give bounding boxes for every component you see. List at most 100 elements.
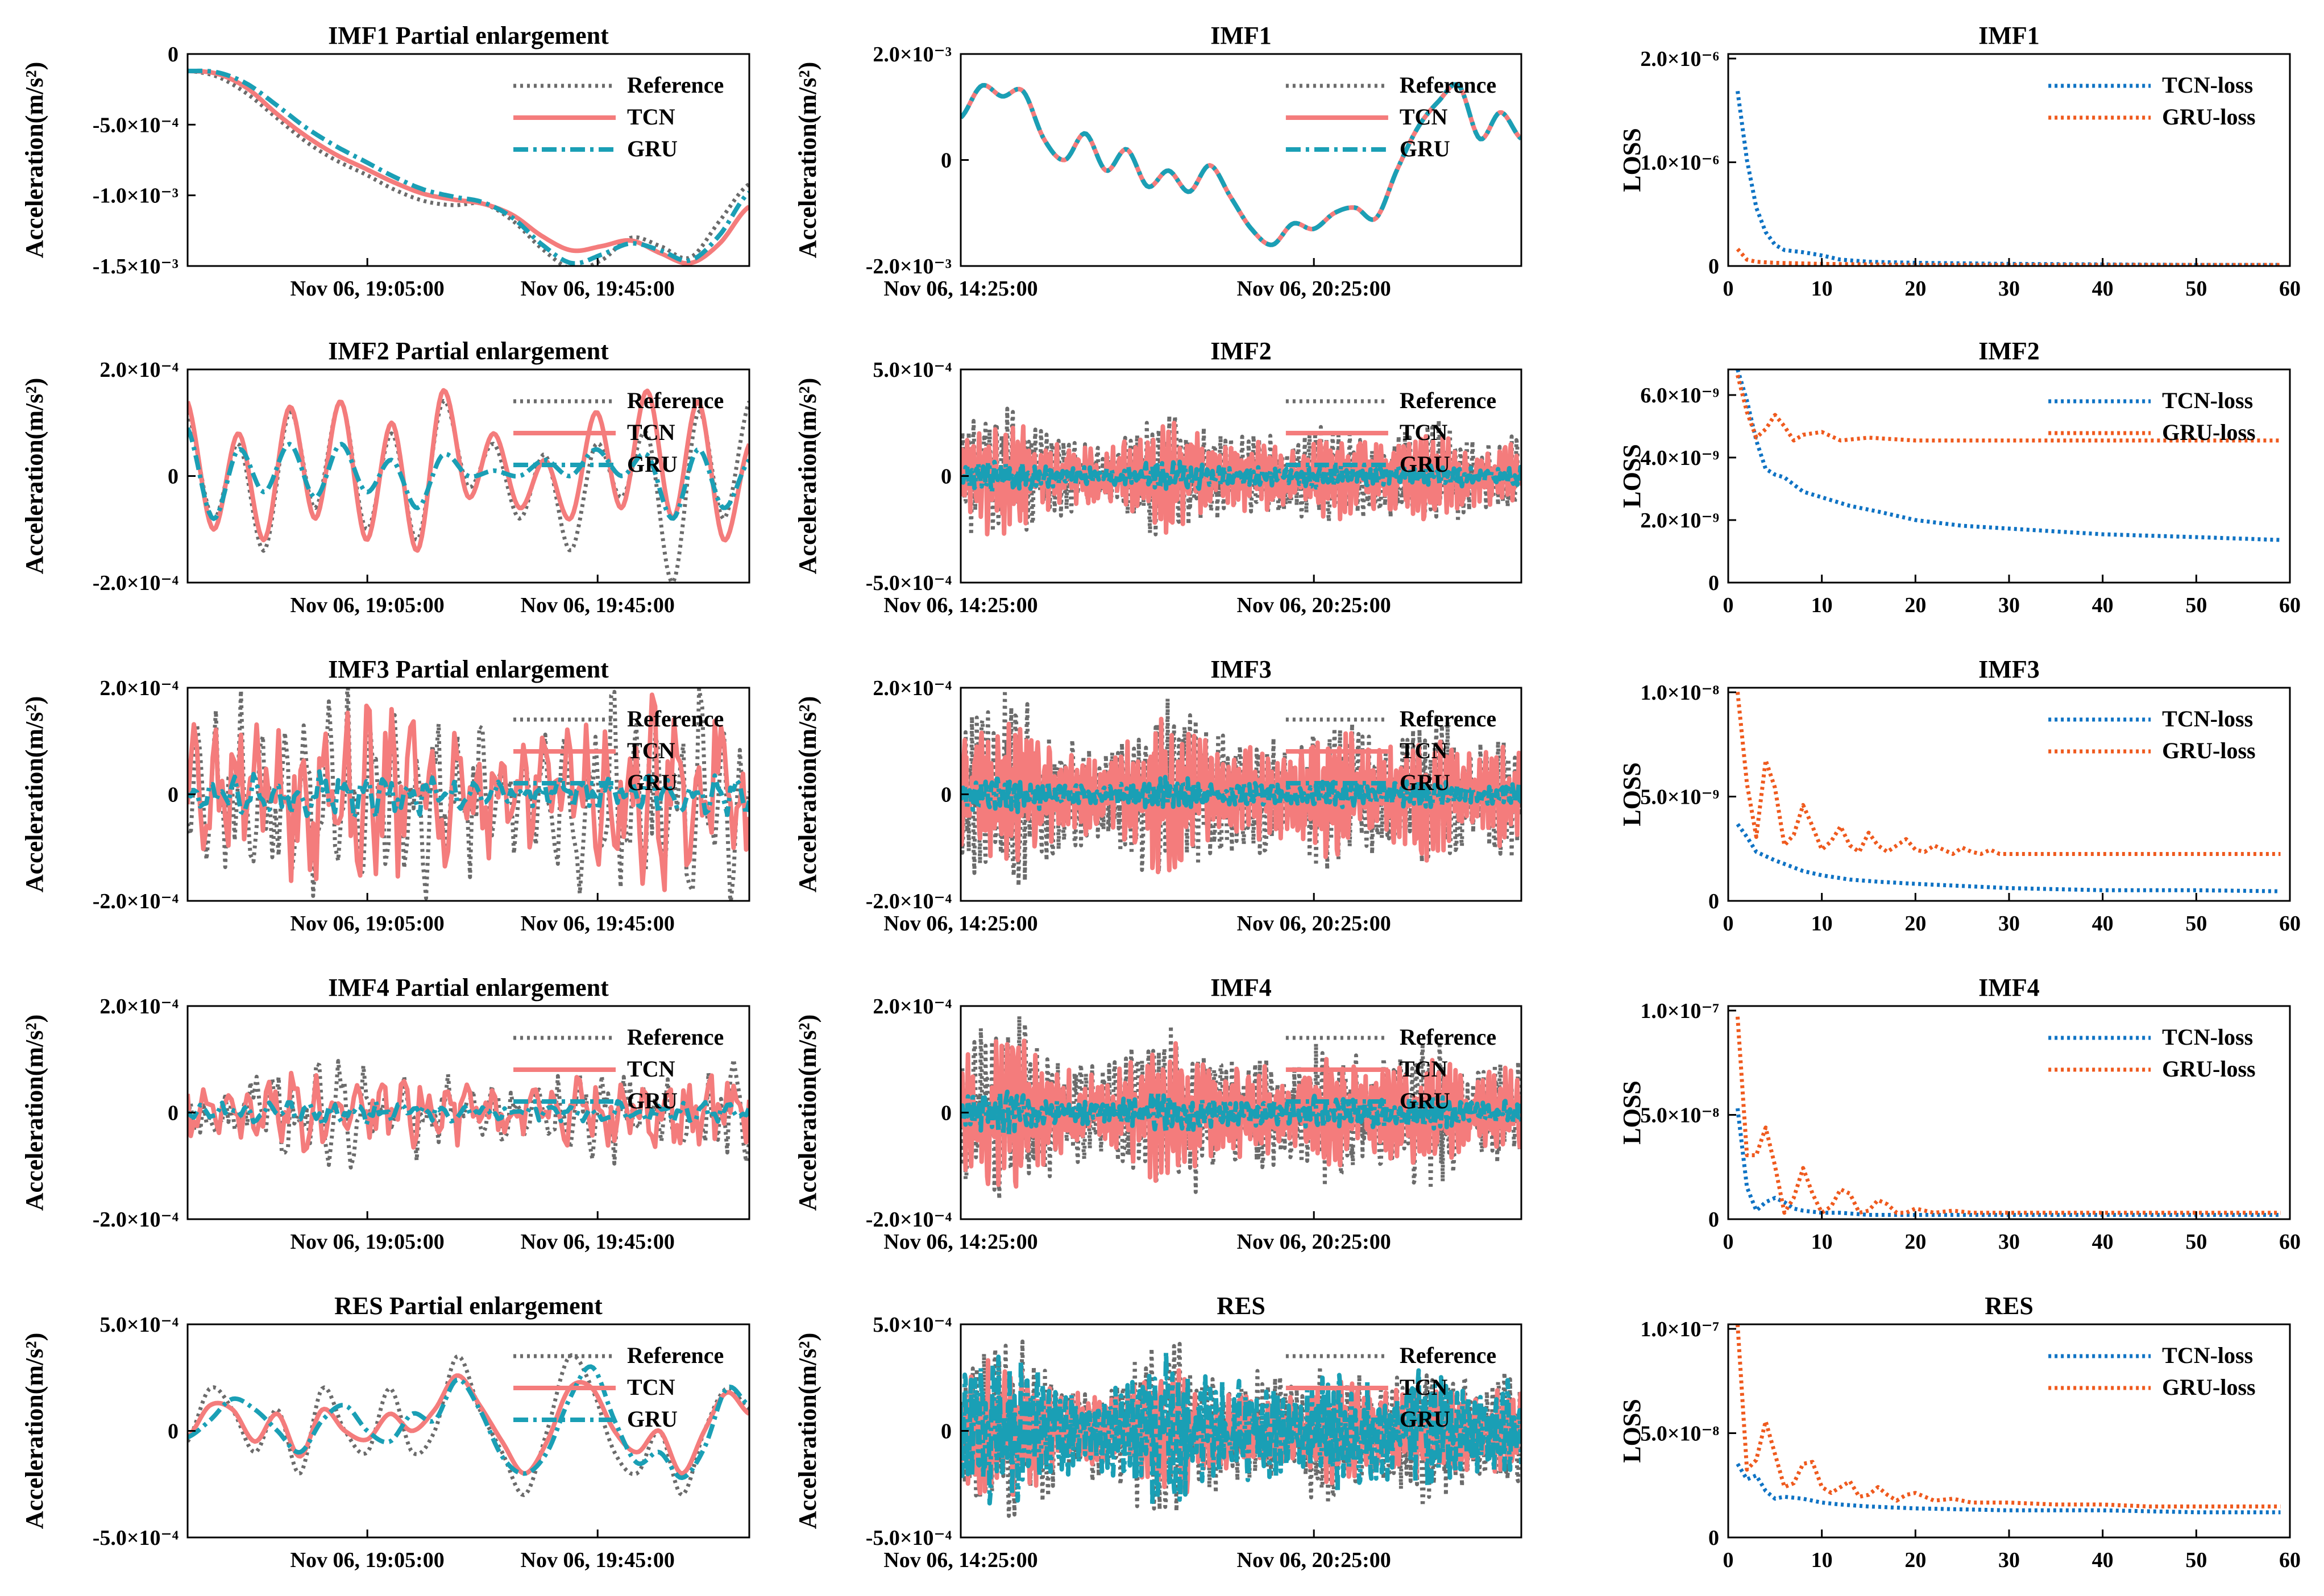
legend: Reference TCN GRU xyxy=(513,706,724,795)
legend: TCN-loss GRU-loss xyxy=(2048,1024,2256,1082)
y-tick-label: 5.0×10⁻⁸ xyxy=(1640,1104,1719,1128)
series-group xyxy=(1736,1324,2281,1515)
chart-title: RES xyxy=(1985,1292,2034,1320)
y-tick-label: 0 xyxy=(168,783,179,807)
series-line-reference xyxy=(188,69,749,266)
x-tick-label: Nov 06, 19:45:00 xyxy=(521,912,675,936)
series-group xyxy=(961,688,1521,888)
legend: Reference TCN GRU xyxy=(1285,1343,1496,1432)
chart-title: IMF3 xyxy=(1978,655,2040,683)
y-axis-label: LOSS xyxy=(1618,444,1646,508)
x-tick-label: Nov 06, 20:25:00 xyxy=(1237,1548,1391,1572)
y-axis-label: Acceleration(m/s²) xyxy=(20,1333,48,1530)
legend-label: GRU xyxy=(627,770,678,795)
x-tick-label: Nov 06, 20:25:00 xyxy=(1237,593,1391,617)
legend: Reference TCN GRU xyxy=(1285,1024,1496,1113)
legend-label: GRU xyxy=(627,451,678,477)
legend-label: Reference xyxy=(1400,72,1496,98)
x-tick-label: Nov 06, 14:25:00 xyxy=(883,593,1038,617)
legend: Reference TCN GRU xyxy=(1285,706,1496,795)
y-tick-label: -5.0×10⁻⁴ xyxy=(866,571,952,595)
legend: Reference TCN GRU xyxy=(513,72,724,161)
legend-label: Reference xyxy=(627,72,724,98)
legend-label: TCN xyxy=(627,1374,675,1400)
legend: Reference TCN GRU xyxy=(1285,72,1496,161)
legend-label: TCN xyxy=(627,738,675,763)
chart-panel-5: IMF2 Acceleration(m/s²) 5.0×10⁻⁴ 0 -5.0×10⁻⁴… xyxy=(794,337,1522,617)
legend-label: TCN-loss xyxy=(2162,706,2253,732)
chart-title: IMF4 Partial enlargement xyxy=(328,974,609,1001)
y-tick-label: 0 xyxy=(1708,1208,1719,1232)
x-tick-label: 10 xyxy=(1811,593,1833,617)
legend: Reference TCN GRU xyxy=(513,388,724,477)
legend-label: GRU xyxy=(1400,1406,1450,1432)
series-group xyxy=(961,82,1521,247)
y-tick-label: -2.0×10⁻⁴ xyxy=(93,1208,179,1232)
legend-label: Reference xyxy=(1400,706,1496,732)
chart-panel-12: IMF4 LOSS 1.0×10⁻⁷ 5.0×10⁻⁸ 00 10 20 30 40 50 60 TC… xyxy=(1618,974,2301,1254)
x-tick-label: Nov 06, 20:25:00 xyxy=(1237,912,1391,936)
y-tick-label: 5.0×10⁻⁸ xyxy=(1640,1422,1719,1446)
y-tick-label: 0 xyxy=(1708,255,1719,279)
legend: Reference TCN GRU xyxy=(513,1343,724,1432)
chart-panel-8: IMF3 Acceleration(m/s²) 2.0×10⁻⁴ 0 -2.0×10⁻⁴… xyxy=(794,655,1522,936)
series-line-gru xyxy=(961,1089,1521,1138)
y-tick-label: 2.0×10⁻⁶ xyxy=(1640,47,1719,71)
legend-label: GRU-loss xyxy=(2162,1374,2255,1400)
x-tick-label: 50 xyxy=(2185,593,2207,617)
x-tick-label: 50 xyxy=(2185,912,2207,936)
x-tick-label: 0 xyxy=(1723,1548,1734,1572)
legend-label: Reference xyxy=(1400,1024,1496,1050)
x-tick-label: Nov 06, 20:25:00 xyxy=(1237,1230,1391,1254)
y-tick-label: -2.0×10⁻⁴ xyxy=(866,1208,952,1232)
x-tick-label: Nov 06, 19:45:00 xyxy=(521,593,675,617)
legend-label: TCN-loss xyxy=(2162,72,2253,98)
series-group xyxy=(188,1057,749,1170)
x-tick-label: Nov 06, 19:05:00 xyxy=(290,1230,445,1254)
x-tick-label: 20 xyxy=(1904,1230,1926,1254)
y-tick-label: 0 xyxy=(941,1420,952,1444)
x-tick-label: Nov 06, 14:25:00 xyxy=(883,912,1038,936)
y-tick-label: 0 xyxy=(168,1102,179,1125)
chart-panel-10: IMF4 Partial enlargement Acceleration(m/s… xyxy=(20,974,750,1254)
x-tick-label: 20 xyxy=(1904,593,1926,617)
y-tick-label: 2.0×10⁻⁴ xyxy=(873,676,952,700)
legend: Reference TCN GRU xyxy=(1285,388,1496,477)
y-axis-label: Acceleration(m/s²) xyxy=(20,378,48,575)
x-tick-label: 10 xyxy=(1811,1230,1833,1254)
chart-panel-2: IMF1 Acceleration(m/s²) 2.0×10⁻³ 0 -2.0×10⁻³… xyxy=(794,22,1522,301)
series-line-gru xyxy=(188,769,749,820)
x-tick-label: 40 xyxy=(2092,912,2114,936)
y-axis-label: LOSS xyxy=(1618,762,1646,826)
chart-panel-3: IMF1 LOSS 2.0×10⁻⁶ 1.0×10⁻⁶ 00 10 20 30 40 50 60 TC… xyxy=(1618,22,2301,301)
series-line-gru xyxy=(961,775,1521,814)
y-tick-label: 1.0×10⁻⁶ xyxy=(1640,151,1719,175)
y-tick-label: 2.0×10⁻⁴ xyxy=(99,995,179,1019)
series-line-gru xyxy=(188,1364,749,1480)
x-tick-label: 50 xyxy=(2185,277,2207,301)
x-tick-label: 10 xyxy=(1811,277,1833,301)
y-axis-label: Acceleration(m/s²) xyxy=(794,1015,821,1211)
y-tick-label: 0 xyxy=(1708,571,1719,595)
x-tick-label: 30 xyxy=(1998,593,2020,617)
y-tick-label: -2.0×10⁻⁴ xyxy=(866,890,952,913)
y-axis-label: Acceleration(m/s²) xyxy=(794,62,821,259)
x-tick-label: Nov 06, 19:45:00 xyxy=(521,1548,675,1572)
y-axis-label: Acceleration(m/s²) xyxy=(20,62,48,259)
x-tick-label: Nov 06, 14:25:00 xyxy=(883,277,1038,301)
y-tick-label: 0 xyxy=(168,465,179,489)
series-group xyxy=(188,688,749,901)
legend-label: TCN-loss xyxy=(2162,388,2253,413)
y-tick-label: 1.0×10⁻⁷ xyxy=(1640,1317,1719,1341)
legend-label: Reference xyxy=(627,388,724,413)
series-group xyxy=(188,68,749,266)
x-tick-label: Nov 06, 14:25:00 xyxy=(883,1548,1038,1572)
series-group xyxy=(1736,369,2281,542)
legend-label: TCN xyxy=(1400,1374,1448,1400)
x-tick-label: 30 xyxy=(1998,1548,2020,1572)
series-group xyxy=(1736,90,2281,266)
y-axis-label: LOSS xyxy=(1618,1399,1646,1463)
series-line-gru-loss xyxy=(1736,247,2281,266)
series-line-gru xyxy=(961,459,1521,495)
